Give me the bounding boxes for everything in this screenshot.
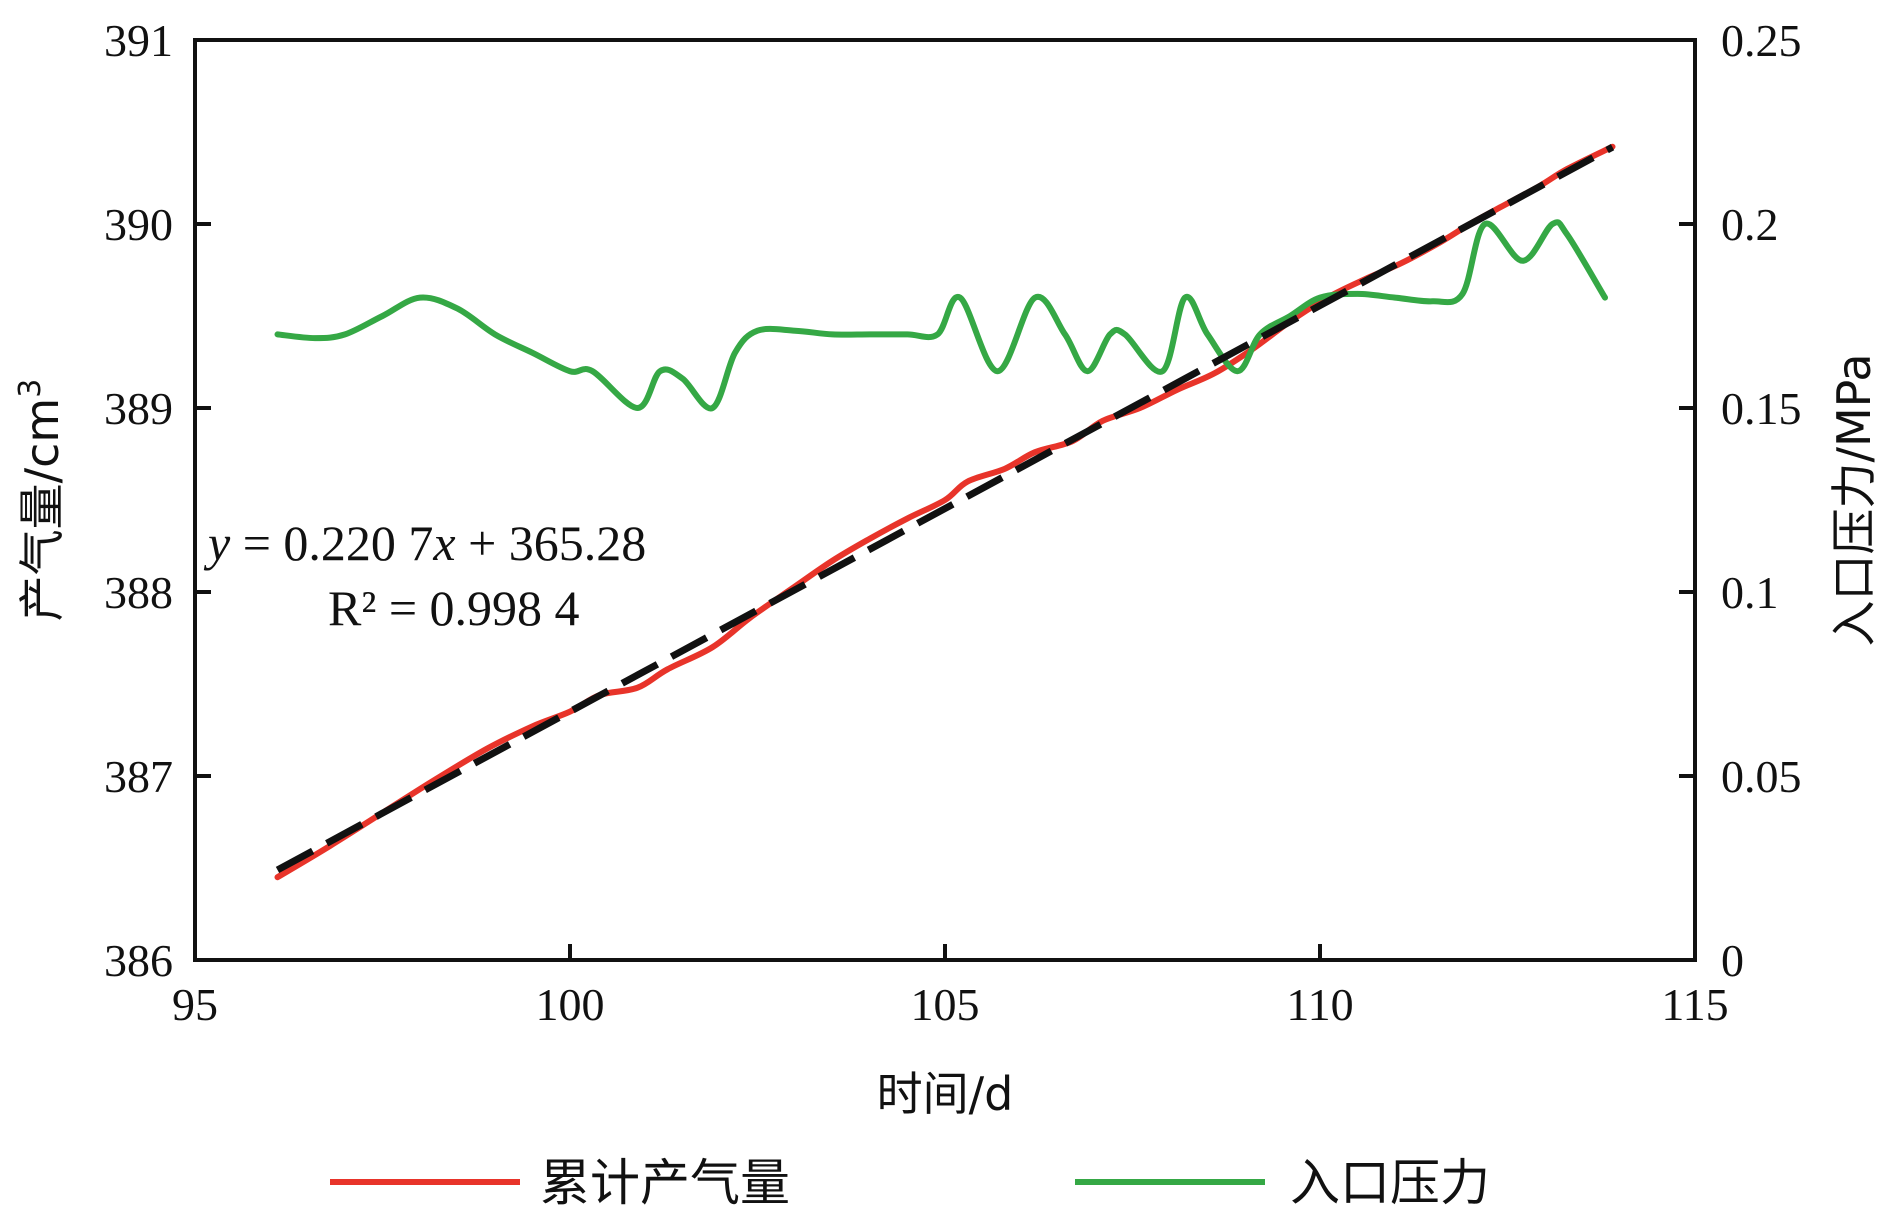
plot-frame (193, 38, 1697, 962)
fit-line (275, 144, 1615, 874)
x-tick-label: 105 (911, 979, 980, 1030)
x-tick-label: 95 (172, 979, 218, 1030)
fit-equation-x: x (432, 515, 455, 571)
plot-area (193, 38, 1697, 962)
legend-label-cumulative: 累计产气量 (540, 1154, 790, 1212)
x-tick-label: 115 (1661, 979, 1728, 1030)
y-left-tick-label: 389 (104, 383, 173, 434)
y-axis-left-label-superscript: 3 (13, 379, 48, 398)
series-line-cumulative-gas (274, 143, 1616, 881)
y-left-tick-label: 386 (104, 935, 173, 986)
fit-equation-y: y (203, 515, 231, 571)
legend-label-pressure: 入口压力 (1290, 1154, 1490, 1212)
y-right-tick-label: 0.1 (1721, 567, 1779, 618)
x-tick-label: 110 (1286, 979, 1353, 1030)
y-axis-right-label: 入口压力/MPa (1827, 353, 1881, 646)
y-right-tick-label: 0.25 (1721, 15, 1802, 66)
y-axis-left-label: 产气量/cm3 (13, 379, 69, 622)
legend: 累计产气量 入口压力 (330, 1154, 1490, 1212)
fit-equation-intercept: + 365.28 (456, 515, 647, 571)
y-axis-left-label-unit: /cm (15, 398, 69, 484)
y-left-tick-label: 390 (104, 199, 173, 250)
tick-labels: 95 100 105 110 115 386 387 388 389 390 391 0 0.05 0.1… (104, 15, 1802, 1030)
y-left-tick-label: 388 (104, 567, 173, 618)
y-right-tick-label: 0.15 (1721, 383, 1802, 434)
y-left-tick-label: 387 (104, 751, 173, 802)
y-left-tick-label: 391 (104, 15, 173, 66)
y-right-tick-label: 0 (1721, 935, 1744, 986)
x-tick-label: 100 (536, 979, 605, 1030)
x-axis-label: 时间/d (877, 1067, 1014, 1121)
y-right-tick-label: 0.2 (1721, 199, 1779, 250)
series-line-inlet-pressure (274, 219, 1608, 412)
fit-equation-coefficient: = 0.220 7 (230, 515, 433, 571)
series-layer (274, 143, 1616, 881)
fit-r-squared: R² = 0.998 4 (328, 580, 580, 636)
y-right-tick-label: 0.05 (1721, 751, 1802, 802)
y-axis-left-label-main: 产气量 (15, 483, 69, 621)
fit-equation: y = 0.220 7x + 365.28 (203, 515, 646, 571)
